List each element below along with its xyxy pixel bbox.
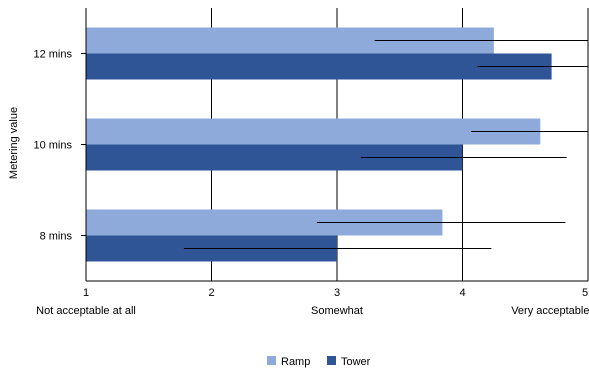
error-bars [183, 40, 588, 249]
x-tick-label: 1 [83, 287, 89, 299]
labels: 12 mins 10 mins 8 mins 1 2 3 4 5 Not acceptable … [33, 49, 589, 318]
category-label: 10 mins [33, 140, 72, 152]
y-axis-title: Metering value [8, 107, 20, 179]
legend-swatch-tower [327, 356, 336, 365]
bars [86, 27, 552, 262]
legend-swatch-ramp [267, 356, 276, 365]
legend: Ramp Tower [267, 356, 371, 368]
legend-label-ramp: Ramp [281, 356, 310, 368]
axes [81, 8, 588, 282]
x-tick-label: 5 [582, 287, 588, 299]
category-label: 12 mins [33, 49, 72, 61]
bar-tower-0 [86, 53, 552, 80]
x-tick-label: 2 [208, 287, 214, 299]
x-tick-label: 4 [459, 287, 465, 299]
x-scale-description: Very acceptable [511, 305, 589, 317]
legend-label-tower: Tower [341, 356, 371, 368]
category-label: 8 mins [40, 231, 73, 243]
bar-ramp-1 [86, 118, 541, 145]
x-scale-description: Not acceptable at all [36, 305, 136, 317]
x-tick-label: 3 [334, 287, 340, 299]
x-scale-description: Somewhat [311, 305, 363, 317]
